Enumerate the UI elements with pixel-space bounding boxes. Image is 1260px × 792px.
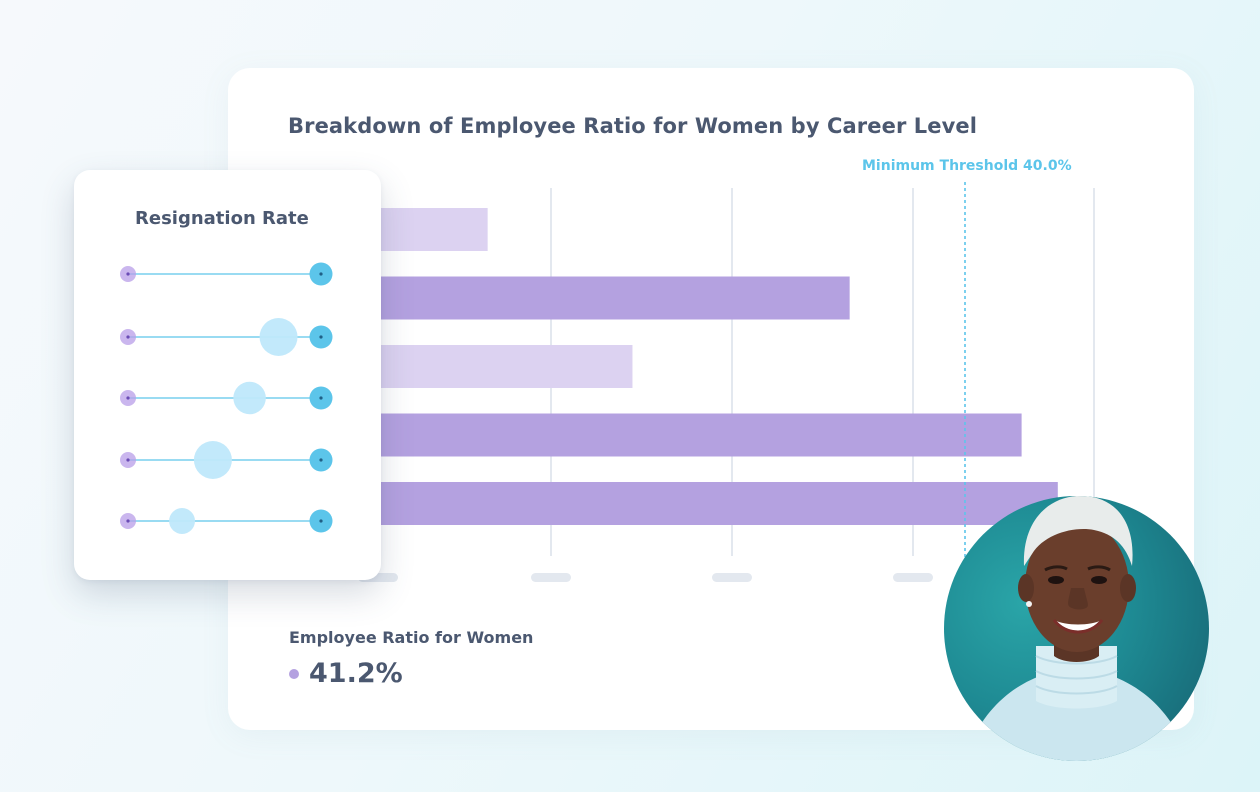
summary-label: Employee Ratio for Women [289,628,534,647]
resign-start-center [126,396,130,400]
resign-start-center [126,519,130,523]
bar [370,345,633,388]
resign-start-center [126,458,130,462]
bar [370,413,1022,457]
resign-bubble [259,318,298,356]
x-tick-mark [531,573,571,582]
resign-end-center [319,458,323,462]
bar [370,276,850,320]
x-tick-mark [893,573,933,582]
x-tick-mark [712,573,752,582]
resign-bubble [193,441,232,479]
resign-end-center [319,396,323,400]
resign-start-center [126,335,130,339]
bar [370,482,1058,525]
summary-value-row: 41.2% [289,658,403,689]
chart-title: Breakdown of Employee Ratio for Women by… [288,114,978,138]
resign-end-center [319,335,323,339]
resign-bubble [169,508,195,534]
bar [370,208,488,251]
resignation-rate-card: Resignation Rate [74,170,381,580]
resignation-rate-chart [120,262,333,534]
resignation-rate-title: Resignation Rate [135,208,309,229]
resign-start-center [126,272,130,276]
summary-value: 41.2% [309,658,403,689]
threshold-label: Minimum Threshold 40.0% [862,158,1072,174]
resign-end-center [319,519,323,523]
person-portrait-icon [944,496,1209,761]
resign-bubble [233,381,266,415]
summary-legend-dot [289,668,299,679]
resign-end-center [319,272,323,276]
